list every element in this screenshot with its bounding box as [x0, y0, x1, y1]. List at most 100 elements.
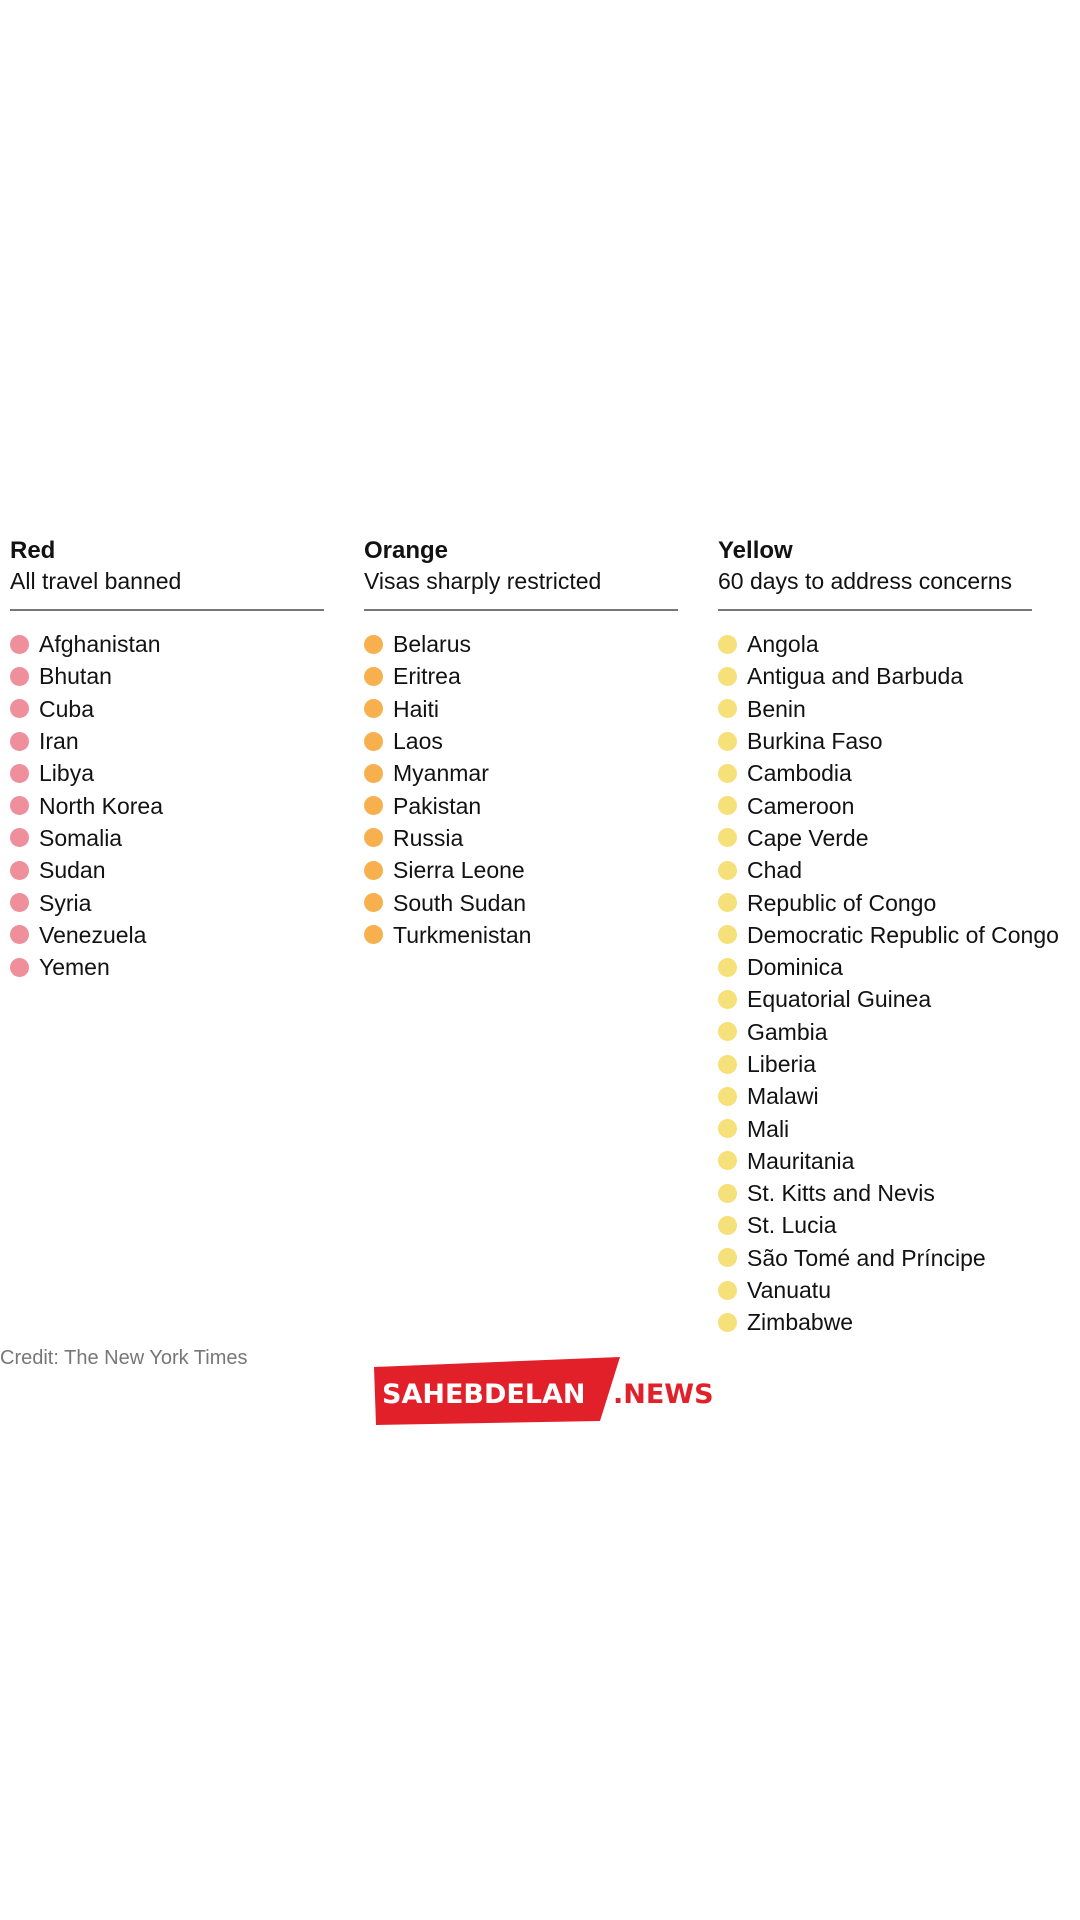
country-list: Afghanistan Bhutan Cuba Iran Libya North Kore… — [10, 628, 324, 983]
column-red: Red All travel banned Afghanistan Bhutan C… — [10, 536, 324, 983]
column-subtitle: All travel banned — [10, 568, 182, 594]
country-item: Eritrea — [364, 660, 678, 692]
country-item: Belarus — [364, 628, 678, 660]
status-dot-icon — [718, 763, 737, 783]
country-name: Pakistan — [393, 792, 482, 819]
country-item: Russia — [364, 822, 678, 854]
country-name: Benin — [747, 695, 806, 722]
status-dot-icon — [718, 666, 737, 686]
country-name: Mauritania — [747, 1147, 855, 1174]
country-name: Iran — [39, 728, 79, 755]
status-dot-icon — [718, 731, 737, 751]
country-item: Mauritania — [718, 1145, 1059, 1177]
country-name: Bhutan — [39, 663, 112, 690]
country-item: Zimbabwe — [718, 1306, 1059, 1338]
column-divider — [10, 609, 324, 611]
status-dot-icon — [718, 860, 737, 880]
country-item: Benin — [718, 693, 1059, 725]
country-item: Antigua and Barbuda — [718, 660, 1059, 692]
country-name: Yemen — [39, 954, 110, 981]
country-item: Libya — [10, 757, 324, 789]
status-dot-icon — [718, 1215, 737, 1235]
column-subtitle: Visas sharply restricted — [364, 568, 602, 594]
country-item: Sudan — [10, 854, 324, 886]
country-item: Sierra Leone — [364, 854, 678, 886]
country-name: Afghanistan — [39, 631, 161, 658]
country-item: Gambia — [718, 1016, 1059, 1048]
country-item: Pakistan — [364, 789, 678, 821]
country-name: Myanmar — [393, 760, 489, 787]
country-name: South Sudan — [393, 889, 527, 916]
status-dot-icon — [718, 634, 737, 654]
country-name: Liberia — [747, 1051, 817, 1077]
country-name: Angola — [747, 631, 819, 658]
country-name: Libya — [39, 760, 94, 787]
country-name: Chad — [747, 857, 802, 884]
country-item: Cuba — [10, 693, 324, 725]
country-name: Laos — [393, 728, 443, 755]
watermark-logo: SAHEBDELAN .NEWS — [374, 1357, 714, 1425]
country-name: Belarus — [393, 631, 471, 658]
country-name: Cuba — [39, 695, 94, 722]
country-name: Eritrea — [393, 663, 461, 690]
country-name: Mali — [747, 1115, 790, 1142]
column-title: Yellow — [718, 537, 793, 564]
status-dot-icon — [364, 731, 383, 751]
status-dot-icon — [364, 699, 383, 719]
status-dot-icon — [364, 860, 383, 880]
country-name: St. Lucia — [747, 1212, 837, 1239]
country-name: Cape Verde — [747, 824, 869, 851]
status-dot-icon — [10, 957, 29, 977]
status-dot-icon — [718, 989, 737, 1009]
country-item: Afghanistan — [10, 628, 324, 660]
column-title: Red — [10, 537, 56, 564]
status-dot-icon — [718, 699, 737, 719]
country-name: Gambia — [747, 1018, 828, 1045]
status-dot-icon — [10, 828, 29, 848]
status-dot-icon — [10, 796, 29, 816]
status-dot-icon — [10, 763, 29, 783]
country-item: Myanmar — [364, 757, 678, 789]
status-dot-icon — [364, 828, 383, 848]
country-item: Equatorial Guinea — [718, 983, 1059, 1015]
column-divider — [718, 609, 1032, 611]
status-dot-icon — [718, 1312, 737, 1332]
column-divider — [364, 609, 678, 611]
country-item: Dominica — [718, 951, 1059, 983]
status-dot-icon — [10, 634, 29, 654]
country-name: Turkmenistan — [393, 921, 532, 948]
country-name: North Korea — [39, 792, 164, 819]
status-dot-icon — [718, 1183, 737, 1203]
country-item: São Tomé and Príncipe — [718, 1242, 1059, 1274]
status-dot-icon — [718, 828, 737, 848]
status-dot-icon — [364, 634, 383, 654]
country-name: Syria — [39, 889, 92, 916]
status-dot-icon — [10, 699, 29, 719]
country-item: Syria — [10, 886, 324, 918]
country-list: Belarus Eritrea Haiti Laos Myanmar Pakistan Ru… — [364, 628, 678, 951]
country-item: Malawi — [718, 1080, 1059, 1112]
country-name: Burkina Faso — [747, 728, 883, 755]
country-item: Mali — [718, 1112, 1059, 1144]
status-dot-icon — [718, 893, 737, 913]
status-dot-icon — [364, 763, 383, 783]
status-dot-icon — [364, 666, 383, 686]
status-dot-icon — [718, 1119, 737, 1139]
country-item: Chad — [718, 854, 1059, 886]
country-name: Somalia — [39, 824, 123, 851]
country-item: Bhutan — [10, 660, 324, 692]
status-dot-icon — [10, 731, 29, 751]
country-name: Cameroon — [747, 792, 855, 819]
country-item: Cambodia — [718, 757, 1059, 789]
credit-line: Credit: The New York Times — [0, 1347, 248, 1369]
country-name: Sudan — [39, 857, 106, 884]
country-name: Equatorial Guinea — [747, 986, 932, 1013]
status-dot-icon — [10, 925, 29, 945]
country-item: South Sudan — [364, 886, 678, 918]
country-item: Iran — [10, 725, 324, 757]
watermark-brand: SAHEBDELAN — [382, 1379, 586, 1410]
country-item: Haiti — [364, 693, 678, 725]
country-item: Vanuatu — [718, 1274, 1059, 1306]
country-name: São Tomé and Príncipe — [747, 1244, 986, 1271]
country-name: Democratic Republic of Congo — [747, 921, 1059, 948]
